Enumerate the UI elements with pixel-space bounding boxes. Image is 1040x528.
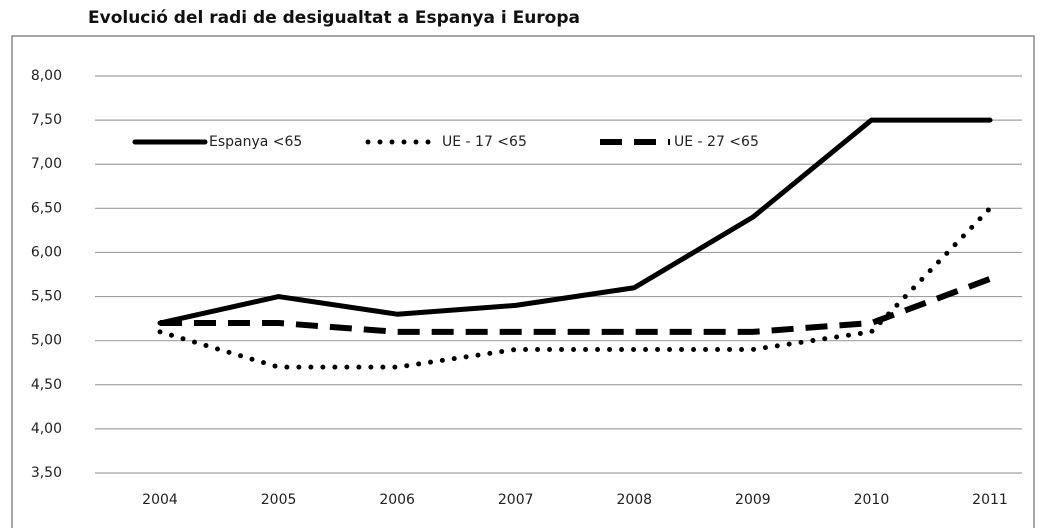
y-tick-label: 5,00 — [31, 333, 62, 349]
chart-title: Evolució del radi de desigualtat a Espan… — [88, 8, 580, 28]
series-line — [157, 117, 993, 326]
y-tick-label: 4,50 — [31, 377, 62, 393]
y-tick-label: 5,50 — [31, 289, 62, 305]
x-tick-label: 2011 — [972, 492, 1008, 508]
x-tick-label: 2004 — [142, 492, 178, 508]
series-line — [160, 276, 992, 335]
legend-label: Espanya <65 — [209, 134, 302, 150]
x-tick-label: 2007 — [498, 492, 534, 508]
y-tick-label: 8,00 — [31, 68, 62, 84]
x-tick-label: 2010 — [854, 492, 890, 508]
series-line — [157, 205, 993, 370]
y-tick-label: 6,00 — [31, 244, 62, 260]
y-tick-label: 6,50 — [31, 200, 62, 216]
x-tick-label: 2008 — [616, 492, 652, 508]
legend-label: UE - 17 <65 — [442, 134, 527, 150]
y-tick-label: 7,50 — [31, 112, 62, 128]
y-tick-label: 4,00 — [31, 421, 62, 437]
y-tick-label: 3,50 — [31, 465, 62, 481]
legend-label: UE - 27 <65 — [674, 134, 759, 150]
x-tick-label: 2006 — [379, 492, 415, 508]
chart-frame — [11, 35, 1035, 528]
x-tick-label: 2009 — [735, 492, 771, 508]
x-tick-label: 2005 — [261, 492, 297, 508]
y-tick-label: 7,00 — [31, 156, 62, 172]
